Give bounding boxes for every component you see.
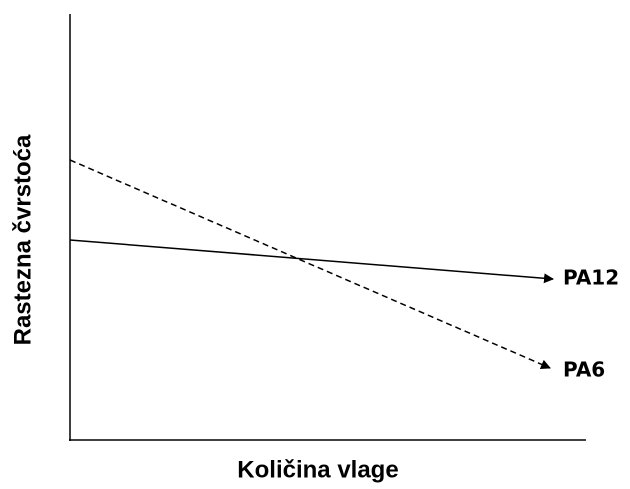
dashed-line xyxy=(69,159,551,370)
line-label: PA12 xyxy=(563,266,619,290)
y-axis-title: Rastezna čvrstoća xyxy=(9,134,36,345)
line-label: PA6 xyxy=(563,358,605,382)
x-axis-title: Količina vlage xyxy=(237,456,398,483)
solid-line xyxy=(69,239,554,284)
